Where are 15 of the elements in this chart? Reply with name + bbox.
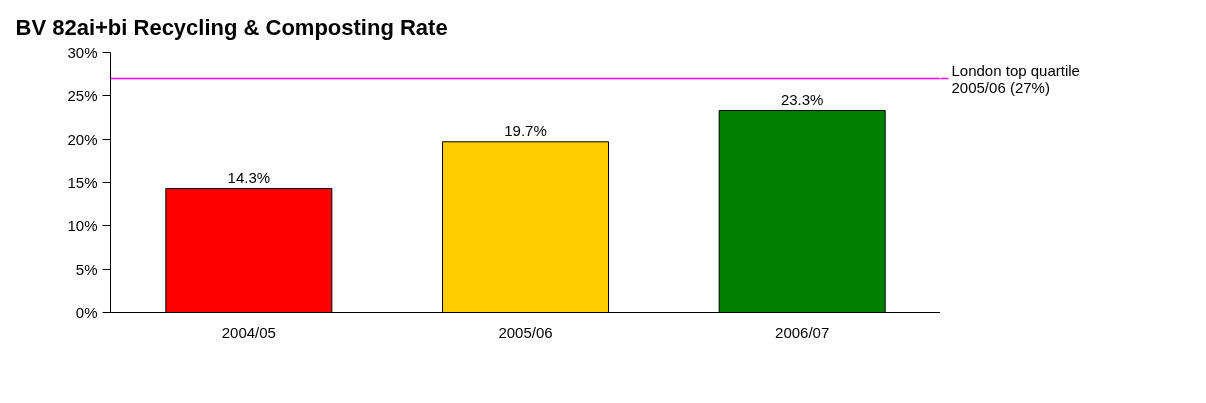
- x-tick-label: 2004/05: [221, 323, 276, 341]
- data-label: 23.3%: [780, 90, 824, 108]
- data-label: 19.7%: [504, 121, 547, 139]
- y-tick-label: 30%: [67, 44, 98, 61]
- x-tick-label: 2006/07: [775, 323, 830, 341]
- chart-title: BV 82ai+bi Recycling & Composting Rate: [15, 15, 448, 40]
- y-tick-label: 0%: [75, 304, 98, 321]
- ref-line-label: London top quartile 2005/06 (27%): [951, 61, 1080, 96]
- y-tick-label: 10%: [67, 217, 98, 235]
- y-tick-label: 5%: [75, 260, 98, 278]
- x-tick-label: 2005/06: [498, 323, 553, 341]
- y-tick-label: 25%: [67, 87, 98, 105]
- y-tick-label: 20%: [67, 130, 98, 148]
- y-tick-label: 15%: [67, 174, 98, 191]
- data-label: 14.3%: [227, 168, 271, 186]
